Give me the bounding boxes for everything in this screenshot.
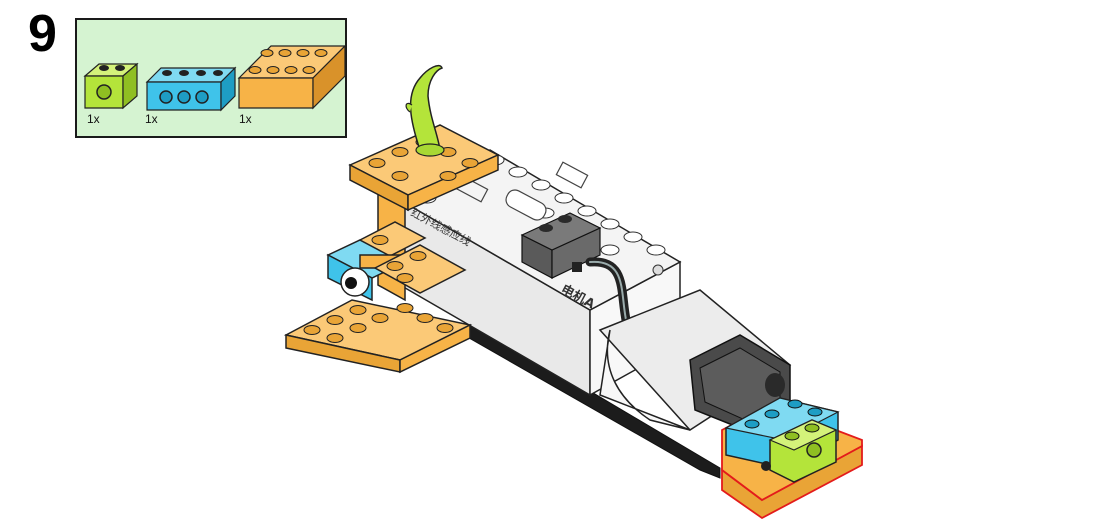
parts-callout: 1x 1x 1x [75, 18, 347, 138]
part-lime-beam [83, 62, 139, 110]
orange-fin-plates [283, 221, 473, 374]
new-parts-highlight [721, 397, 863, 520]
part-orange-brick [237, 44, 347, 110]
lime-antenna [405, 64, 445, 157]
part-quantity: 1x [145, 112, 158, 126]
part-quantity: 1x [87, 112, 100, 126]
sensor-connector [520, 212, 602, 279]
part-quantity: 1x [239, 112, 252, 126]
part-azure-beam [145, 66, 237, 112]
step-number: 9 [28, 5, 57, 63]
parts-illustrations [83, 44, 347, 112]
